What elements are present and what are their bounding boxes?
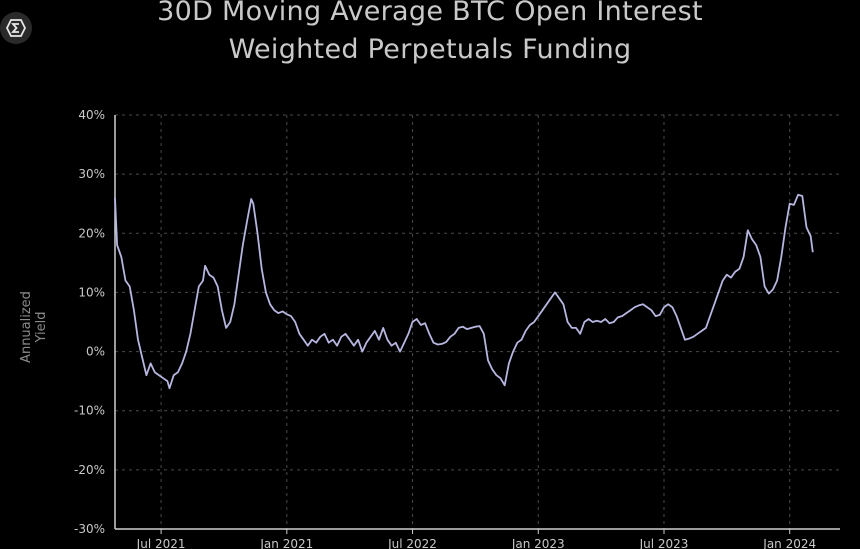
chart-title-line1: 30D Moving Average BTC Open Interest (157, 0, 703, 27)
y-tick-label: 30% (78, 167, 105, 181)
x-tick-label: Jan 2021 (259, 537, 313, 549)
y-tick-label: 40% (78, 108, 105, 122)
x-tick-label: Jan 2023 (511, 537, 565, 549)
x-tick-label: Jul 2021 (136, 537, 186, 549)
x-tick-label: Jan 2024 (762, 537, 816, 549)
x-tick-label: Jul 2022 (387, 537, 437, 549)
y-tick-label: -10% (74, 404, 105, 418)
x-tick-label: Jul 2023 (639, 537, 689, 549)
sigma-hexagon-icon (6, 19, 26, 37)
chart-title-line2: Weighted Perpetuals Funding (228, 34, 632, 65)
y-tick-label: 20% (78, 226, 105, 240)
logo-badge[interactable] (0, 12, 32, 44)
y-tick-label: -20% (74, 463, 105, 477)
y-tick-label: 0% (86, 345, 105, 359)
y-tick-label: 10% (78, 285, 105, 299)
series-line (114, 193, 814, 390)
y-tick-label: -30% (74, 522, 105, 536)
